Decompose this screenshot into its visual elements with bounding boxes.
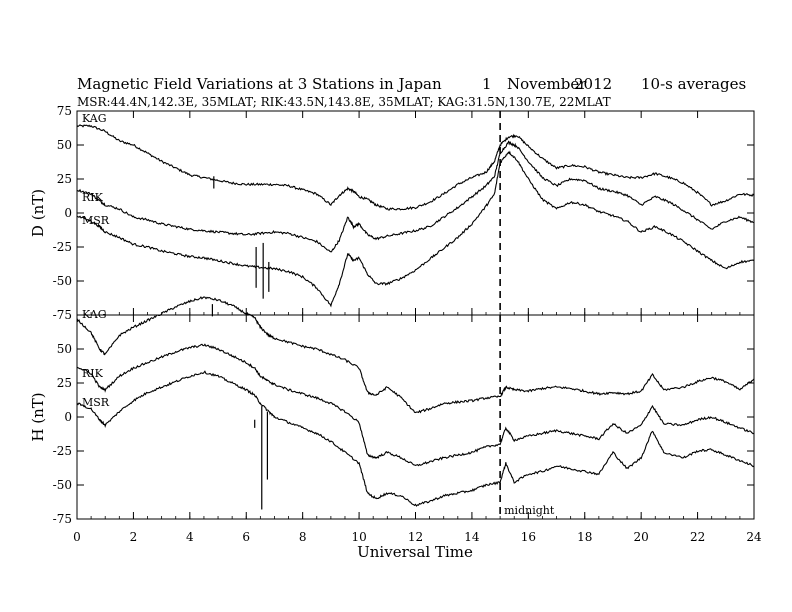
midnight-label: midnight — [504, 504, 555, 517]
y-tick-label: 25 — [57, 376, 72, 390]
series-line-msr-panel1 — [76, 150, 755, 308]
series-line-msr-panel2 — [76, 370, 755, 507]
x-axis-ticks: 0 2 4 6 8 10 12 14 16 18 20 22 24 — [73, 111, 762, 544]
x-axis-label: Universal Time — [357, 543, 473, 561]
label-h-rik: RIK — [82, 367, 104, 380]
chart-title-main: Magnetic Field Variations at 3 Stations … — [77, 75, 442, 93]
y-tick-label: -25 — [53, 240, 72, 254]
label-d-kag: KAG — [82, 112, 107, 125]
panel-h-frame — [76, 314, 755, 520]
series-line-kag-panel1 — [76, 124, 755, 211]
series-lines — [76, 124, 755, 507]
series-line-rik-panel1 — [76, 140, 755, 253]
label-d-rik: RIK — [82, 191, 104, 204]
y-axis-label-h: H (nT) — [29, 392, 47, 441]
panel-d-frame — [76, 110, 755, 316]
y-tick-label: 75 — [57, 104, 72, 118]
x-tick-label: 0 — [73, 530, 81, 544]
x-tick-label: 2 — [130, 530, 138, 544]
y-tick-label: -25 — [53, 444, 72, 458]
y-tick-label: 50 — [57, 342, 72, 356]
x-tick-label: 22 — [690, 530, 705, 544]
spike-artifacts — [211, 176, 270, 510]
x-tick-label: 14 — [464, 530, 480, 544]
series-line-kag-panel2 — [76, 296, 755, 414]
y-tick-label: -50 — [53, 274, 72, 288]
x-tick-label: 20 — [634, 530, 649, 544]
y-tick-label: 50 — [57, 138, 72, 152]
y-tick-label: -75 — [53, 308, 72, 322]
chart-title-year: 2012 — [574, 75, 612, 93]
chart-title-day: 1 — [482, 75, 492, 93]
series-line-rik-panel2 — [76, 343, 755, 467]
x-tick-label: 6 — [242, 530, 250, 544]
x-tick-label: 10 — [351, 530, 366, 544]
y-axis-ticks: 75 50 25 0 -25 -50 -75 50 25 0 -25 -50 -75 — [53, 104, 754, 526]
x-tick-label: 4 — [186, 530, 194, 544]
y-tick-label: -75 — [53, 512, 72, 526]
x-tick-label: 8 — [299, 530, 307, 544]
chart-title-averaging: 10-s averages — [641, 75, 746, 93]
y-axis-label-d: D (nT) — [29, 189, 47, 237]
chart-title-month: November — [507, 75, 587, 93]
x-tick-label: 16 — [521, 530, 536, 544]
chart-subtitle-stations: MSR:44.4N,142.3E, 35MLAT; RIK:43.5N,143.… — [77, 95, 611, 109]
label-h-kag: KAG — [82, 308, 107, 321]
y-tick-label: 0 — [64, 410, 72, 424]
label-d-msr: MSR — [82, 214, 110, 227]
label-h-msr: MSR — [82, 396, 110, 409]
x-tick-label: 12 — [408, 530, 423, 544]
y-tick-label: 25 — [57, 172, 72, 186]
y-tick-label: -50 — [53, 478, 72, 492]
x-tick-label: 18 — [577, 530, 592, 544]
x-tick-label: 24 — [746, 530, 762, 544]
y-tick-label: 0 — [64, 206, 72, 220]
